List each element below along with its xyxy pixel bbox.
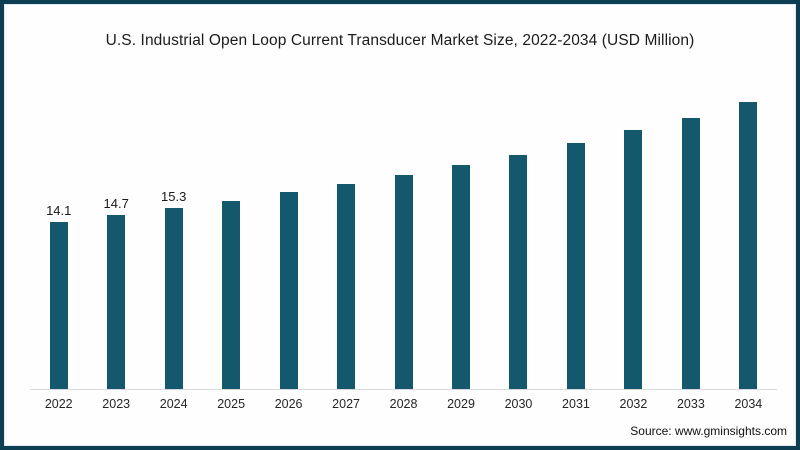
- bar-2025: [222, 201, 241, 389]
- x-tick-2032: 2032: [619, 397, 648, 411]
- x-tick-2033: 2033: [676, 397, 705, 411]
- x-tick-2024: 2024: [159, 397, 188, 411]
- bar-slot-2030: [490, 77, 547, 389]
- bar-2034: [739, 102, 758, 389]
- x-tick-2028: 2028: [389, 397, 418, 411]
- bar-value-label-2024: 15.3: [161, 189, 187, 204]
- bar-2029: [452, 165, 471, 389]
- bar-2032: [624, 130, 643, 389]
- x-tick-2031: 2031: [562, 397, 590, 411]
- bar-slot-2027: [317, 77, 374, 389]
- bar-2030: [509, 155, 528, 389]
- bar-2026: [279, 192, 298, 389]
- x-tick-2034: 2034: [734, 397, 763, 411]
- x-tick-2026: 2026: [274, 397, 303, 411]
- bar-value-label-2023: 14.7: [103, 196, 129, 211]
- bar-slot-2032: [605, 77, 662, 389]
- x-axis-ticks: 2022 2023 2024 2025 2026 2027 2028 2029 2030 2031…: [30, 397, 777, 411]
- bar-slot-2034: [720, 77, 777, 389]
- bar-2031: [566, 143, 585, 389]
- bar-value-label-2022: 14.1: [46, 203, 72, 218]
- bar-slot-2033: [662, 77, 719, 389]
- x-tick-2023: 2023: [102, 397, 131, 411]
- bar-slot-2031: [547, 77, 604, 389]
- bar-slot-2022: 14.1: [30, 77, 87, 389]
- bar-slot-2028: [375, 77, 432, 389]
- bar-2023: [107, 215, 126, 389]
- x-tick-2022: 2022: [44, 397, 73, 411]
- source-attribution: Source: www.gminsights.com: [630, 424, 787, 438]
- x-tick-2029: 2029: [447, 397, 475, 411]
- bar-chart: 14.1 14.7 15.3: [30, 77, 777, 389]
- bar-2028: [394, 175, 413, 389]
- bar-2022: [49, 222, 68, 389]
- x-axis-line: [30, 389, 777, 390]
- bar-slot-2029: [432, 77, 489, 389]
- bar-2024: [164, 208, 183, 389]
- bar-slot-2024: 15.3: [145, 77, 202, 389]
- x-tick-2027: 2027: [332, 397, 360, 411]
- bar-2027: [337, 184, 356, 389]
- x-tick-2025: 2025: [217, 397, 246, 411]
- x-tick-2030: 2030: [504, 397, 533, 411]
- bar-2033: [681, 118, 700, 389]
- chart-title: U.S. Industrial Open Loop Current Transd…: [105, 32, 695, 49]
- bar-slot-2026: [260, 77, 317, 389]
- bar-slot-2023: 14.7: [87, 77, 144, 389]
- bar-slot-2025: [202, 77, 259, 389]
